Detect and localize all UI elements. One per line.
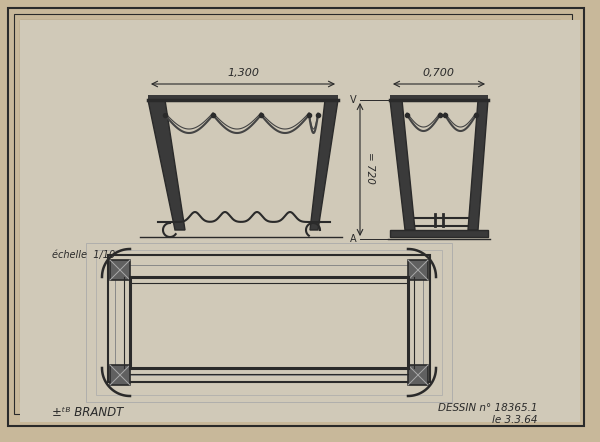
Bar (110, 365, 130, 385)
Text: 1,300: 1,300 (227, 68, 259, 78)
Text: A: A (350, 234, 357, 244)
Bar (110, 260, 130, 280)
Polygon shape (148, 100, 185, 230)
Text: 0,700: 0,700 (422, 68, 454, 78)
Bar (96, 250, 442, 395)
Bar (20, 20, 560, 402)
Polygon shape (468, 100, 488, 230)
Bar (408, 365, 428, 385)
Bar (86, 243, 452, 402)
Polygon shape (390, 95, 488, 100)
Bar (115, 265, 423, 375)
Text: le 3.3.64: le 3.3.64 (493, 415, 538, 425)
Polygon shape (148, 95, 338, 100)
Polygon shape (390, 230, 488, 237)
Bar (408, 260, 428, 280)
Text: = 720: = 720 (365, 152, 375, 184)
Polygon shape (390, 100, 415, 230)
Text: échelle  1/10: échelle 1/10 (52, 250, 115, 260)
Text: DESSIN n° 18365.1: DESSIN n° 18365.1 (439, 403, 538, 413)
Bar (108, 255, 430, 382)
Polygon shape (310, 100, 338, 230)
Text: ±ᵗᴮ BRANDT: ±ᵗᴮ BRANDT (52, 407, 123, 419)
Text: V: V (350, 95, 357, 105)
